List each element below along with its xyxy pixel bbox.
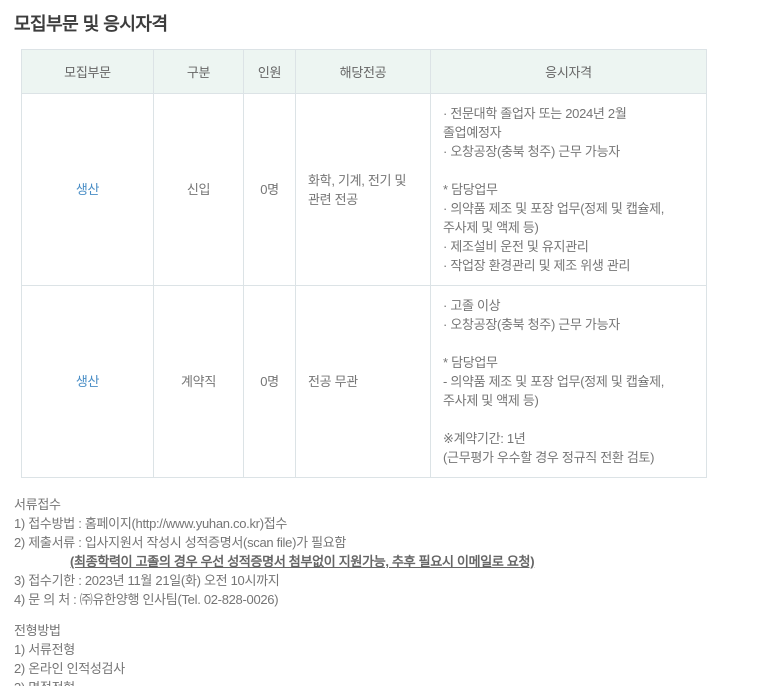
process-section-title: 전형방법 <box>14 623 61 638</box>
cell-count: 0명 <box>243 285 296 478</box>
application-deadline-line: 3) 접수기한 : 2023년 11월 21일(화) 오전 10시까지 <box>14 573 280 588</box>
cell-major: 화학, 기계, 전기 및 관련 전공 <box>295 93 431 286</box>
table-row-production-regular: 생산 신입 0명 화학, 기계, 전기 및 관련 전공 · 전문대학 졸업자 또… <box>21 93 707 286</box>
application-notes-section: 서류접수 1) 접수방법 : 홈페이지(http://www.yuhan.co.… <box>14 495 774 609</box>
cell-type: 계약직 <box>153 285 244 478</box>
cell-qualifications: · 고졸 이상 · 오창공장(충북 청주) 근무 가능자 * 담당업무 - 의약… <box>430 285 707 478</box>
application-section-title: 서류접수 <box>14 497 61 512</box>
recruitment-table: 모집부문 구분 인원 해당전공 응시자격 생산 신입 0명 화학, 기계, 전기… <box>21 49 707 478</box>
cell-dept: 생산 <box>21 93 154 286</box>
process-step-1: 1) 서류전형 <box>14 642 75 657</box>
application-documents-note-text: (최종학력이 고졸의 경우 우선 성적증명서 첨부없이 지원가능, 추후 필요시… <box>70 554 535 569</box>
page-title: 모집부문 및 응시자격 <box>14 14 168 34</box>
col-header-major: 해당전공 <box>295 49 431 94</box>
cell-count: 0명 <box>243 93 296 286</box>
table-header: 모집부문 구분 인원 해당전공 응시자격 <box>21 49 707 94</box>
col-header-type: 구분 <box>153 49 244 94</box>
process-step-2: 2) 온라인 인적성검사 <box>14 661 125 676</box>
application-documents-line: 2) 제출서류 : 입사지원서 작성시 성적증명서(scan file)가 필요… <box>14 535 347 550</box>
selection-process-section: 전형방법 1) 서류전형 2) 온라인 인적성검사 3) 면접전형 <box>14 621 774 686</box>
col-header-count: 인원 <box>243 49 296 94</box>
cell-dept: 생산 <box>21 285 154 478</box>
col-header-qualifications: 응시자격 <box>430 49 707 94</box>
table-row-production-contract: 생산 계약직 0명 전공 무관 · 고졸 이상 · 오창공장(충북 청주) 근무… <box>21 285 707 478</box>
cell-qualifications: · 전문대학 졸업자 또는 2024년 2월 졸업예정자 · 오창공장(충북 청… <box>430 93 707 286</box>
col-header-dept: 모집부문 <box>21 49 154 94</box>
cell-major: 전공 무관 <box>295 285 431 478</box>
application-documents-note-line: (최종학력이 고졸의 경우 우선 성적증명서 첨부없이 지원가능, 추후 필요시… <box>14 552 774 571</box>
application-contact-line: 4) 문 의 처 : ㈜유한양행 인사팀(Tel. 02-828-0026) <box>14 592 279 607</box>
process-step-3: 3) 면접전형 <box>14 678 774 686</box>
application-method-line: 1) 접수방법 : 홈페이지(http://www.yuhan.co.kr)접수 <box>14 516 288 531</box>
job-posting-page: 모집부문 및 응시자격 모집부문 구분 인원 해당전공 응시자격 생산 신입 0… <box>0 10 774 686</box>
cell-type: 신입 <box>153 93 244 286</box>
